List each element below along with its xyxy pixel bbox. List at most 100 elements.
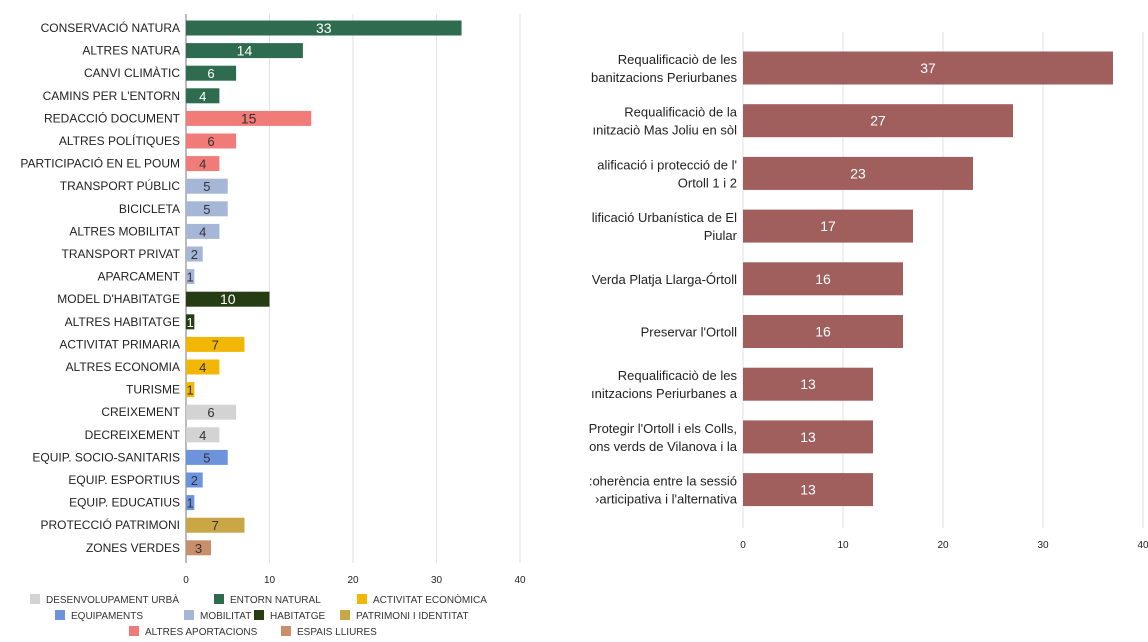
left-category-label: EQUIP. SOCIO-SANITARIS: [32, 450, 180, 464]
left-bar: [186, 269, 195, 285]
right-value-label: 16: [815, 324, 831, 340]
right-x-tick-label: 40: [1137, 540, 1148, 551]
right-category-label-line: Ortoll 1 i 2: [678, 175, 737, 190]
left-bar: [186, 110, 312, 126]
right-value-label: 13: [800, 482, 816, 498]
right-bar: [743, 262, 903, 296]
right-x-tick-label: 30: [1037, 540, 1049, 551]
left-bar: [186, 65, 237, 81]
left-bar-chart: 0 10 20 30 40 CONSERVACIÓ NATURA 33 ALTRES NATU…: [20, 14, 526, 586]
right-value-label: 17: [820, 218, 836, 234]
legend-swatch: [55, 610, 65, 620]
left-category-label: DECREIXEMENT: [85, 428, 181, 442]
legend-swatch: [30, 594, 40, 604]
right-bar: [743, 420, 873, 454]
right-value-label: 16: [815, 271, 831, 287]
left-category-label: ACTIVITAT PRIMARIA: [59, 337, 180, 351]
left-bar: [186, 291, 270, 307]
left-bar: [186, 246, 203, 262]
left-bar: [186, 133, 237, 149]
left-value-label: 5: [203, 450, 210, 465]
left-value-label: 14: [237, 43, 253, 59]
left-category-label: ALTRES NATURA: [82, 44, 180, 58]
legend-swatch: [281, 626, 291, 636]
right-x-tick-label: 10: [837, 540, 849, 551]
left-value-label: 15: [241, 110, 257, 126]
left-category-label: BICICLETA: [119, 202, 180, 216]
right-category-label-line: Piular: [704, 228, 738, 243]
left-value-label: 33: [316, 20, 332, 36]
left-category-label: REDACCIÓ DOCUMENT: [44, 110, 181, 125]
right-category-label-line: ›articipativa i l'alternativa: [595, 492, 738, 507]
left-category-label: EQUIP. ESPORTIUS: [68, 473, 180, 487]
left-category-label: APARCAMENT: [98, 270, 181, 284]
right-category-label-line: alificació i protecció de l': [597, 157, 737, 172]
left-bar: [186, 495, 195, 511]
left-value-label: 4: [199, 360, 206, 375]
right-category-label-line: Protegir l'Ortoll i els Colls,: [589, 421, 737, 436]
left-value-label: 6: [207, 66, 214, 81]
left-value-label: 4: [199, 224, 206, 239]
left-bar: [186, 178, 228, 194]
right-bar: [743, 367, 873, 401]
left-value-label: 7: [212, 518, 219, 533]
left-category-label: TRANSPORT PÚBLIC: [60, 178, 181, 193]
left-bar: [186, 540, 212, 556]
left-value-label: 4: [199, 89, 206, 104]
right-category-label-line: Verda Platja Llarga-Órtoll: [592, 272, 737, 287]
right-bar: [743, 51, 1113, 85]
left-category-label: CREIXEMENT: [101, 405, 180, 419]
right-bar: [743, 473, 873, 507]
left-value-label: 4: [199, 157, 206, 172]
left-bar: [186, 156, 220, 172]
right-category-label-line: banitzacions Periurbanes: [591, 70, 737, 85]
left-category-label: CANVI CLIMÀTIC: [84, 65, 180, 80]
left-value-label: 6: [207, 405, 214, 420]
left-bar: [186, 517, 245, 533]
left-category-label: ALTRES MOBILITAT: [69, 224, 180, 238]
left-bar: [186, 336, 245, 352]
left-category-label: EQUIP. EDUCATIUS: [69, 496, 180, 510]
right-category-label-line: Requalificaciò de les: [618, 368, 738, 383]
legend-swatch: [214, 594, 224, 604]
left-bar: [186, 20, 462, 36]
left-category-label: ALTRES POLÍTIQUES: [59, 133, 180, 148]
left-value-label: 2: [191, 247, 198, 262]
right-category-label-line: Requalificaciò de la: [624, 105, 738, 120]
left-category-label: CAMINS PER L'ENTORN: [43, 89, 180, 103]
left-bar: [186, 404, 237, 420]
left-bar: [186, 472, 203, 488]
right-value-label: 27: [870, 113, 886, 129]
legend-entry-label: DESENVOLUPAMENT URBÀ: [46, 593, 179, 606]
left-bar: [186, 449, 228, 465]
left-x-tick-label: 10: [264, 575, 276, 586]
right-bar: [743, 156, 973, 190]
left-bar: [186, 314, 195, 330]
left-category-label: PROTECCIÓ PATRIMONI: [40, 517, 180, 532]
legend-entry-label: ESPAIS LLIURES: [297, 627, 377, 638]
right-value-label: 13: [800, 376, 816, 392]
right-category-label-line: :oherència entre la sessió: [589, 474, 737, 489]
right-category-label-line: ınitzacions Periurbanes a: [591, 386, 738, 401]
right-category-label-line: ınitzaciò Mas Joliu en sòl: [592, 123, 737, 138]
left-value-label: 2: [191, 473, 198, 488]
left-value-label: 5: [203, 179, 210, 194]
left-value-label: 1: [187, 383, 194, 398]
legend-entry-label: EQUIPAMENTS: [71, 611, 143, 622]
left-value-label: 7: [212, 337, 219, 352]
legend-entry-label: ALTRES APORTACIONS: [145, 627, 258, 638]
right-category-label-line: lificació Urbanística de El: [592, 210, 737, 225]
left-category-label: PARTICIPACIÓ EN EL POUM: [20, 156, 180, 171]
legend-swatch: [184, 610, 194, 620]
left-bar: [186, 223, 220, 239]
left-value-label: 10: [220, 291, 236, 307]
right-bar: [743, 104, 1013, 138]
left-value-label: 1: [187, 270, 194, 285]
left-bar: [186, 88, 220, 104]
right-x-tick-label: 20: [937, 540, 949, 551]
left-x-tick-label: 40: [514, 575, 526, 586]
legend-swatch: [254, 610, 264, 620]
legend-entry-label: ACTIVITAT ECONÒMICA: [373, 593, 487, 606]
left-chart-legend: DESENVOLUPAMENT URBÀ ENTORN NATURAL ACTIVI…: [30, 593, 487, 638]
